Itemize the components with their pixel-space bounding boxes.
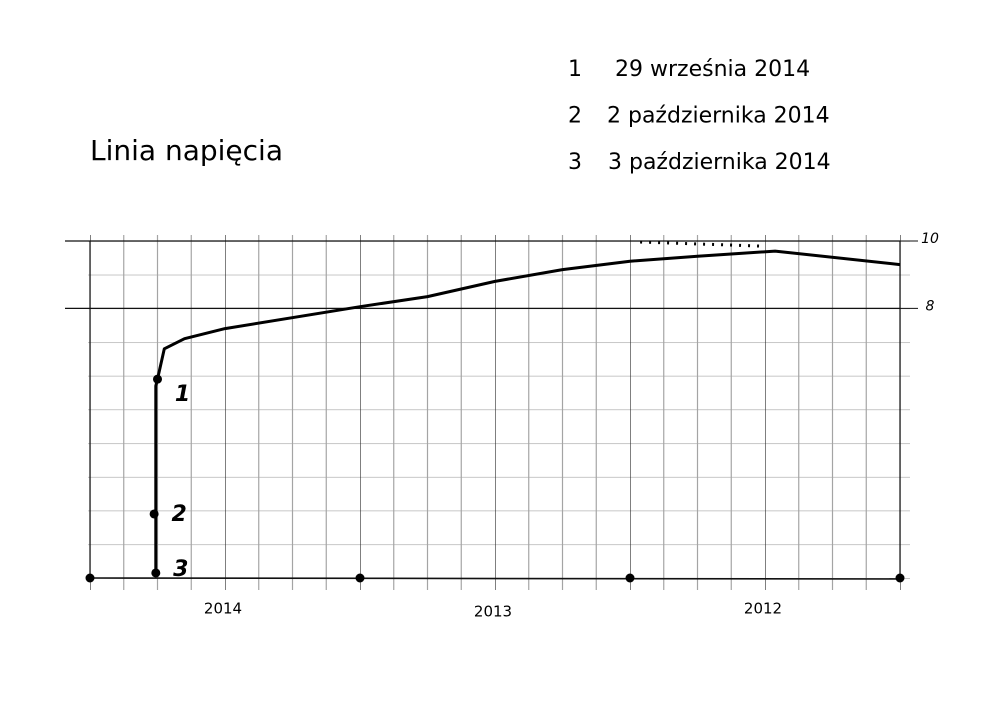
point-label: 3	[173, 557, 188, 582]
note-date: 29 września 2014	[615, 57, 810, 82]
base-point	[355, 573, 365, 583]
base-point	[625, 573, 635, 583]
note-number: 2	[568, 104, 582, 129]
paper-mask	[910, 0, 1000, 708]
paper-mask	[0, 0, 88, 708]
paper-mask	[0, 0, 1000, 235]
numbered-point	[151, 568, 161, 578]
x-tick-label: 2013	[474, 603, 512, 621]
paper-mask	[0, 590, 1000, 708]
numbered-point	[153, 374, 162, 384]
point-label: 2	[171, 502, 186, 527]
numbered-point	[149, 509, 159, 519]
x-tick-label: 2012	[744, 600, 782, 618]
point-label: 1	[175, 382, 190, 407]
graph-paper	[65, 224, 935, 624]
base-point	[895, 573, 905, 583]
note-number: 1	[568, 57, 582, 82]
x-tick-label: 2014	[204, 600, 242, 618]
y-tick-label: 8	[926, 298, 935, 314]
base-point	[85, 573, 95, 583]
note-date: 3 października 2014	[608, 150, 831, 175]
x-axis	[89, 577, 901, 580]
note-number: 3	[568, 150, 582, 175]
note-date: 2 października 2014	[607, 104, 830, 129]
chart-title: Linia napięcia	[90, 134, 283, 167]
y-tick-label: 10	[921, 231, 939, 247]
voltage-line	[154, 249, 901, 573]
